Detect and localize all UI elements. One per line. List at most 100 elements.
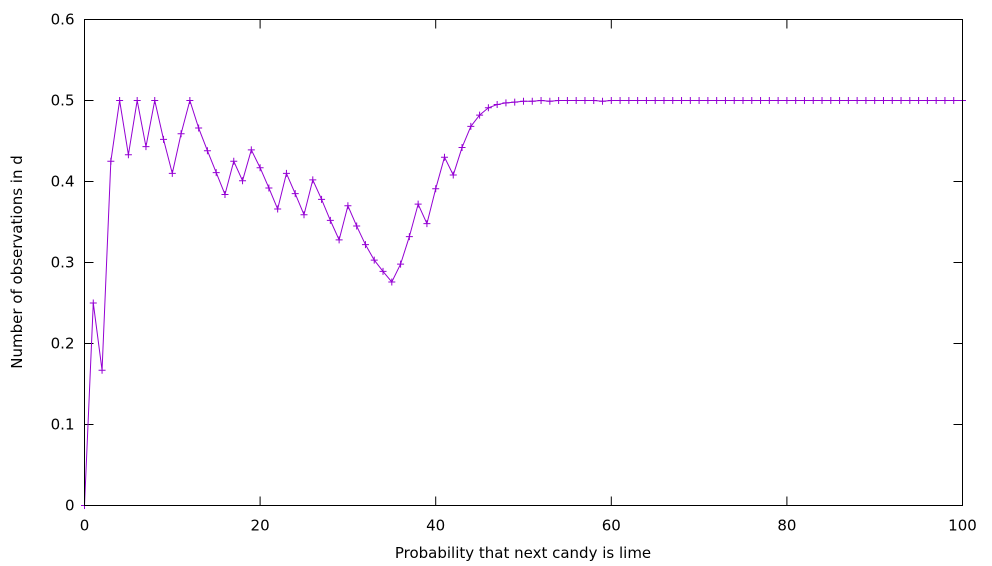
data-point-60 [607, 97, 615, 104]
data-point-69 [686, 97, 694, 104]
data-point-85 [827, 97, 835, 104]
data-point-21 [265, 184, 273, 192]
data-point-14 [203, 147, 211, 155]
data-point-7 [142, 143, 150, 151]
data-point-43 [458, 143, 466, 151]
data-point-58 [590, 97, 598, 104]
data-point-86 [836, 97, 844, 104]
data-point-65 [651, 97, 659, 104]
data-point-28 [326, 216, 334, 224]
data-point-23 [282, 169, 290, 177]
data-point-8 [151, 97, 159, 104]
data-point-79 [774, 97, 782, 104]
ticks-layer [84, 19, 963, 506]
data-point-76 [748, 97, 756, 104]
data-point-70 [695, 97, 703, 104]
data-point-64 [642, 97, 650, 104]
data-point-88 [853, 97, 861, 104]
data-point-54 [555, 97, 563, 104]
data-point-61 [616, 97, 624, 104]
data-point-53 [546, 97, 554, 105]
data-point-51 [528, 97, 536, 105]
data-point-67 [669, 97, 677, 104]
x-tick-label: 20 [251, 517, 270, 535]
data-point-33 [370, 256, 378, 264]
data-point-82 [800, 97, 808, 104]
data-point-25 [300, 211, 308, 219]
data-point-48 [502, 99, 510, 107]
data-point-36 [397, 260, 405, 268]
data-point-96 [923, 97, 931, 104]
data-point-24 [291, 190, 299, 198]
data-point-27 [318, 195, 326, 203]
data-point-3 [107, 157, 115, 165]
x-tick-label: 40 [426, 517, 445, 535]
data-point-92 [888, 97, 896, 104]
data-point-41 [440, 153, 448, 161]
data-point-38 [414, 200, 422, 208]
data-point-11 [177, 130, 185, 138]
data-point-99 [950, 97, 958, 104]
data-point-31 [353, 222, 361, 230]
data-point-39 [423, 220, 431, 228]
data-point-80 [783, 97, 791, 104]
data-point-91 [879, 97, 887, 104]
data-point-74 [730, 97, 738, 104]
data-point-13 [195, 124, 203, 132]
data-point-66 [660, 97, 668, 104]
data-point-4 [116, 97, 124, 104]
data-point-81 [792, 97, 800, 104]
data-point-22 [274, 205, 282, 213]
data-point-26 [309, 176, 317, 184]
data-point-59 [599, 97, 607, 105]
data-point-83 [809, 97, 817, 104]
data-point-49 [511, 98, 519, 106]
data-point-57 [581, 97, 589, 104]
data-point-6 [133, 97, 141, 104]
data-point-30 [344, 202, 352, 210]
data-point-95 [915, 97, 923, 104]
data-point-19 [247, 146, 255, 154]
y-tick-label: 0.4 [51, 173, 75, 191]
data-point-93 [897, 97, 905, 104]
data-point-18 [239, 177, 247, 185]
y-tick-label: 0.2 [51, 335, 75, 353]
data-point-2 [98, 366, 106, 374]
data-point-1 [89, 299, 97, 307]
data-point-5 [124, 151, 132, 159]
data-point-42 [449, 171, 457, 179]
data-point-9 [160, 135, 168, 143]
series-layer [81, 97, 966, 509]
y-tick-label: 0.3 [51, 254, 75, 272]
data-point-68 [678, 97, 686, 104]
data-point-16 [221, 190, 229, 198]
data-point-10 [168, 169, 176, 177]
data-point-71 [704, 97, 712, 104]
data-point-47 [493, 101, 501, 109]
y-axis-label: Number of observations in d [8, 155, 26, 369]
data-point-15 [212, 169, 220, 177]
data-point-87 [844, 97, 852, 104]
data-point-63 [634, 97, 642, 104]
data-point-94 [906, 97, 914, 104]
x-tick-label: 80 [777, 517, 796, 535]
data-point-56 [572, 97, 580, 104]
tick-labels-layer: 0 20 40 60 80 100 0 0.1 0.2 0.3 0.4 0.5 0.6 [51, 11, 977, 535]
y-tick-label: 0 [65, 497, 75, 515]
data-point-32 [361, 241, 369, 249]
data-point-78 [765, 97, 773, 104]
data-point-75 [739, 97, 747, 104]
data-point-17 [230, 157, 238, 165]
data-point-35 [388, 278, 396, 286]
data-point-29 [335, 236, 343, 244]
data-point-62 [625, 97, 633, 104]
series-line-0 [84, 98, 963, 506]
y-tick-label: 0.1 [51, 416, 75, 434]
data-point-97 [932, 97, 940, 104]
data-point-12 [186, 97, 194, 104]
data-point-50 [520, 97, 527, 105]
data-point-84 [818, 97, 826, 104]
plot-area-frame [84, 19, 963, 506]
data-point-73 [721, 97, 729, 104]
